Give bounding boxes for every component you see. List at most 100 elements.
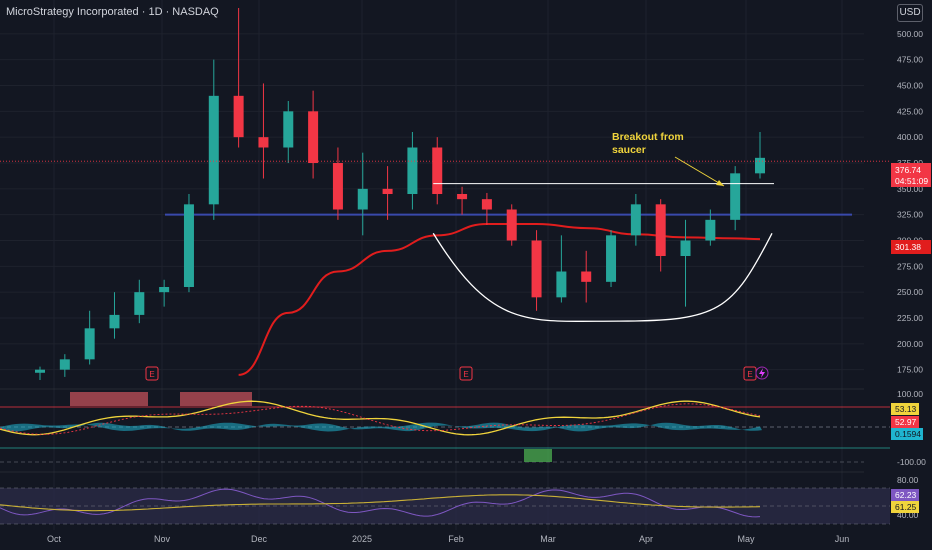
time-axis-tick: Mar (540, 534, 556, 544)
rsi-pane[interactable] (0, 471, 890, 525)
candle-body (531, 240, 542, 298)
candle-body (183, 204, 194, 287)
earnings-marker-icon[interactable]: E (459, 366, 473, 381)
candle-body (208, 95, 219, 205)
rsi-ma-label: 61.25 (895, 502, 917, 512)
candle-body (655, 204, 666, 256)
candle-body (382, 188, 393, 194)
price-axis-tick: 350.00 (897, 184, 923, 194)
osc-value-label: 53.13 (895, 404, 917, 414)
last-price-tag: 376.74 04:51:09 (891, 163, 931, 187)
price-pane[interactable]: Breakout from saucer E E E (0, 8, 890, 381)
candle-body (730, 173, 741, 220)
osc-hist-tag: 0.1594 (891, 428, 923, 440)
candle-body (283, 111, 294, 148)
rsi-line (0, 488, 761, 518)
candle-body (134, 292, 145, 315)
oversold-highlight (524, 449, 552, 462)
annotation-line-1: Breakout from (612, 131, 684, 143)
time-axis-tick: Apr (639, 534, 653, 544)
time-axis-tick: Nov (154, 534, 171, 544)
candle-body (705, 219, 716, 241)
earnings-marker-icon[interactable]: E (743, 366, 757, 381)
last-price-label: 376.74 (895, 165, 921, 175)
price-axis-tick: 200.00 (897, 339, 923, 349)
candle-body (233, 95, 244, 138)
lightning-icon[interactable] (755, 366, 769, 380)
earnings-marker-icon[interactable]: E (145, 366, 159, 381)
candle-body (581, 271, 592, 282)
candle-body (606, 235, 617, 282)
osc-line (0, 400, 761, 436)
time-axis-tick: 2025 (352, 534, 372, 544)
overbought-highlight (180, 392, 252, 406)
candle-body (35, 369, 45, 373)
price-axis-tick: 225.00 (897, 313, 923, 323)
candle-body (506, 209, 517, 241)
svg-text:E: E (149, 370, 154, 379)
price-axis-tick: 325.00 (897, 210, 923, 220)
rsi-axis-tick: 40.00 (897, 510, 919, 520)
osc-histogram-area (0, 422, 762, 432)
time-axis-background (0, 530, 890, 550)
candle-body (457, 194, 468, 200)
osc-axis-tick: -100.00 (897, 457, 926, 467)
price-axis-tick: 275.00 (897, 261, 923, 271)
oscillator-pane[interactable] (0, 388, 890, 463)
osc-signal-label: 52.97 (895, 417, 917, 427)
rsi-ma-line (0, 494, 761, 512)
candle-body (630, 204, 641, 236)
countdown-label: 04:51:09 (895, 176, 928, 186)
candle-body (84, 328, 95, 360)
time-axis-tick: Feb (448, 534, 464, 544)
time-axis[interactable]: Oct Nov Dec 2025 Feb Mar Apr May Jun (0, 530, 890, 550)
price-axis-tick: 250.00 (897, 287, 923, 297)
svg-text:E: E (463, 370, 468, 379)
arrow-icon (674, 156, 725, 187)
rsi-value-label: 62.23 (895, 490, 917, 500)
candle-body (407, 147, 418, 194)
time-axis-tick: Oct (47, 534, 62, 544)
chart-title: MicroStrategy Incorporated · 1D · NASDAQ (6, 6, 219, 18)
axis-background (890, 0, 932, 550)
candle-body (258, 137, 269, 148)
rsi-axis-tick: 80.00 (897, 475, 919, 485)
osc-axis-tick: 100.00 (897, 389, 923, 399)
price-axis-tick: 475.00 (897, 55, 923, 65)
overbought-highlight (70, 392, 148, 406)
price-axis-tick: 175.00 (897, 365, 923, 375)
osc-hist-label: 0.1594 (895, 429, 921, 439)
candle-body (332, 163, 343, 210)
annotation-line-2: saucer (612, 144, 646, 156)
currency-button[interactable]: USD (897, 4, 923, 22)
candle-body (556, 271, 567, 298)
time-axis-tick: May (737, 534, 755, 544)
candles-group (35, 8, 765, 380)
rsi-value-tag: 62.23 (891, 489, 919, 501)
osc-signal-tag: 52.97 (891, 416, 919, 428)
candle-body (357, 188, 368, 210)
candle-body (109, 314, 120, 329)
candle-body (159, 287, 170, 293)
candle-body (308, 111, 319, 163)
saucer-arc (432, 232, 773, 323)
candle-body (59, 359, 70, 370)
svg-text:E: E (747, 370, 752, 379)
candle-body (481, 199, 492, 210)
time-axis-tick: Jun (835, 534, 850, 544)
rsi-ma-tag: 61.25 (891, 501, 919, 513)
ma-price-tag: 301.38 (891, 240, 931, 254)
price-axis-tick: 400.00 (897, 132, 923, 142)
candle-body (755, 157, 765, 174)
ma-price-label: 301.38 (895, 242, 921, 252)
price-axis-tick: 450.00 (897, 81, 923, 91)
time-axis-ticks: Oct Nov Dec 2025 Feb Mar Apr May Jun (47, 534, 849, 544)
price-axis-tick: 500.00 (897, 29, 923, 39)
candle-body (680, 240, 691, 256)
price-axis-tick: 425.00 (897, 106, 923, 116)
price-axis[interactable]: 500.00475.00450.00425.00400.00375.00350.… (890, 0, 932, 550)
time-axis-tick: Dec (251, 534, 268, 544)
candle-body (432, 147, 443, 194)
